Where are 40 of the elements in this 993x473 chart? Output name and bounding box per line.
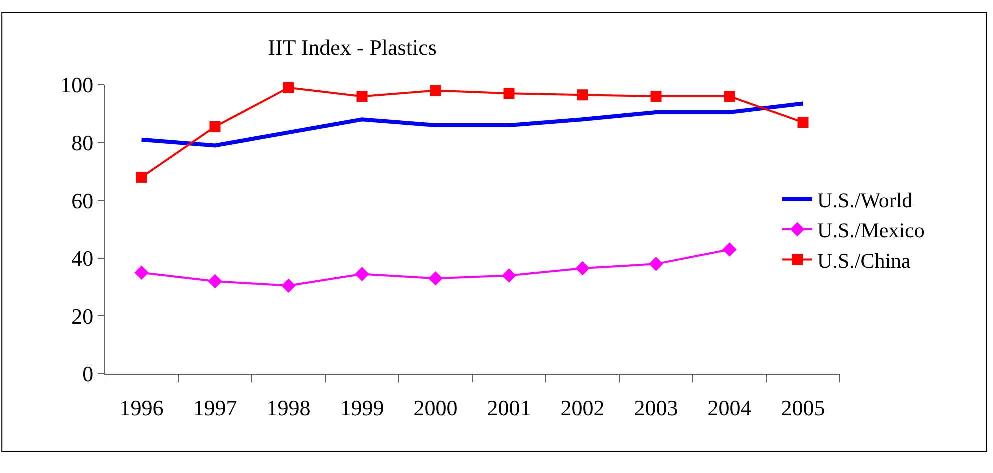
y-tick-label: 0 [82,362,94,387]
point [577,90,588,101]
legend-label: U.S./China [818,248,912,273]
x-tick-label: 1998 [266,395,311,420]
point [283,82,294,94]
y-tick-label: 20 [72,304,94,329]
point [210,121,221,132]
y-tick-label: 100 [60,72,94,98]
point [356,91,368,102]
point [282,278,296,294]
x-tick-label: 1996 [120,395,164,420]
point [355,267,370,282]
x-tick-label: 2003 [634,395,678,420]
x-tick-label: 2005 [781,395,826,420]
x-tick-label: 1999 [340,395,384,420]
point [650,91,662,102]
line-series [140,102,806,148]
point [428,271,443,286]
point [134,266,149,280]
y-tick-label: 80 [72,130,94,156]
point [502,268,516,283]
x-tick-label: 2001 [487,395,532,420]
x-tick-label: 2004 [708,395,752,420]
point [136,172,148,183]
chart-title: IIT Index - Plastics [268,35,437,60]
point [430,85,442,96]
y-tick-label: 40 [72,246,94,272]
point [724,91,736,102]
point [504,88,515,100]
legend-label: U.S./Mexico [818,218,925,243]
y-tick-label: 60 [72,188,94,214]
point [576,261,590,276]
point [208,274,222,289]
point [722,242,737,257]
x-tick-label: 1997 [193,395,238,420]
legend-label: U.S./World [818,188,914,212]
point [798,117,809,128]
x-tick-label: 2000 [414,395,458,420]
x-tick-label: 2002 [560,395,605,420]
point [649,257,664,272]
